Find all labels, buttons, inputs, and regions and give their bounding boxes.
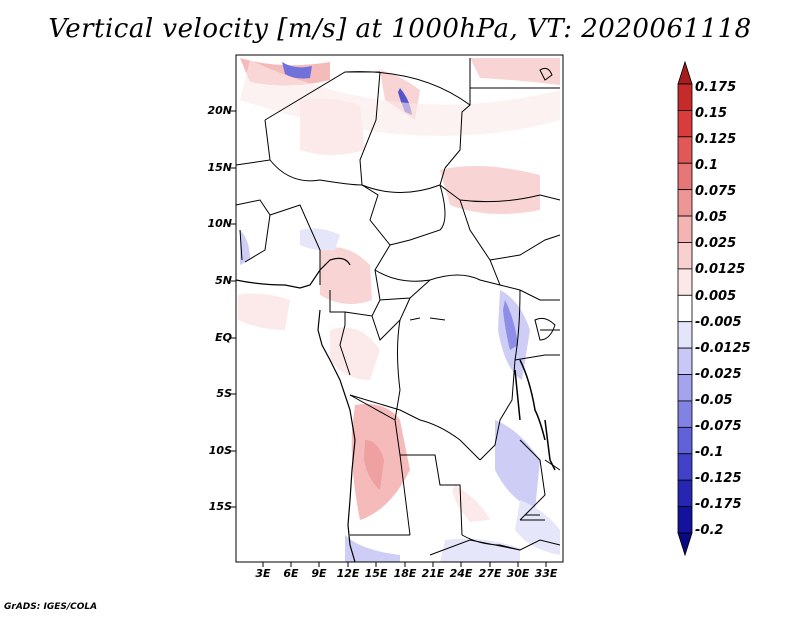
lon-ticks xyxy=(262,562,547,567)
lat-label-15n: 15N xyxy=(207,161,232,174)
colorbar-swatch xyxy=(677,162,693,191)
colorbar-label: 0.05 xyxy=(695,210,728,225)
colorbar-label: 0.1 xyxy=(695,158,719,173)
colorbar-swatch xyxy=(677,506,693,534)
colorbar-label: 0.125 xyxy=(695,132,737,147)
lon-label-21e: 21E xyxy=(421,567,445,580)
colorbar-swatch xyxy=(677,321,693,349)
colorbar-label: 0.075 xyxy=(695,184,737,199)
lat-label-5n: 5N xyxy=(215,274,232,287)
lat-label-10s: 10S xyxy=(208,444,232,457)
lon-label-12e: 12E xyxy=(336,567,360,580)
colorbar-label: 0.0125 xyxy=(695,262,746,277)
colorbar-label: -0.05 xyxy=(695,393,733,408)
lon-label-3e: 3E xyxy=(255,567,271,580)
lon-label-6e: 6E xyxy=(283,567,299,580)
lat-label-15s: 15S xyxy=(208,500,232,513)
colorbar-swatch xyxy=(677,110,693,138)
colorbar-label: 0.005 xyxy=(695,289,737,304)
colorbar-label: 0.175 xyxy=(695,80,737,95)
lat-label-10n: 10N xyxy=(207,217,232,230)
lat-label-20n: 20N xyxy=(207,104,232,117)
colorbar-swatch xyxy=(677,426,693,455)
colorbar-swatch xyxy=(677,242,693,270)
colorbar-label: -0.075 xyxy=(695,419,742,434)
lon-label-27e: 27E xyxy=(478,567,502,580)
colorbar-swatch xyxy=(677,189,693,217)
colorbar-label: -0.2 xyxy=(695,523,724,538)
colorbar-swatch xyxy=(677,294,693,323)
colorbar-label: -0.0125 xyxy=(695,341,751,356)
colorbar-label: -0.175 xyxy=(695,497,742,512)
colorbar-swatch xyxy=(677,347,693,375)
colorbar-swatch xyxy=(677,374,693,402)
colorbar-swatch-bottom xyxy=(677,532,693,557)
colorbar-swatch xyxy=(677,479,693,507)
lat-label-5s: 5S xyxy=(216,387,232,400)
grads-credit: GrADS: IGES/COLA xyxy=(4,602,98,612)
colorbar-label: -0.005 xyxy=(695,315,742,330)
colorbar-swatch-top xyxy=(677,60,693,85)
lon-label-15e: 15E xyxy=(364,567,388,580)
lat-label-eq: EQ xyxy=(215,331,232,344)
map-frame xyxy=(235,54,564,563)
colorbar-swatch xyxy=(677,453,693,481)
colorbar-swatch xyxy=(677,400,693,428)
chart-title: Vertical velocity [m/s] at 1000hPa, VT: … xyxy=(48,14,752,44)
colorbar-swatch xyxy=(677,83,693,111)
lat-ticks xyxy=(231,110,236,508)
lon-label-30e: 30E xyxy=(506,567,530,580)
colorbar-label: 0.025 xyxy=(695,236,737,251)
colorbar-label: -0.125 xyxy=(695,471,742,486)
colorbar-label: -0.025 xyxy=(695,367,742,382)
colorbar xyxy=(677,60,693,557)
country-borders xyxy=(235,58,561,563)
colorbar-label: 0.15 xyxy=(695,106,728,121)
colorbar-swatch xyxy=(677,268,693,296)
colorbar-label: -0.1 xyxy=(695,445,724,460)
lon-label-24e: 24E xyxy=(449,567,473,580)
lon-label-33e: 33E xyxy=(534,567,558,580)
colorbar-swatch xyxy=(677,215,693,243)
lon-label-9e: 9E xyxy=(311,567,327,580)
lon-label-18e: 18E xyxy=(393,567,417,580)
colorbar-swatch xyxy=(677,136,693,164)
